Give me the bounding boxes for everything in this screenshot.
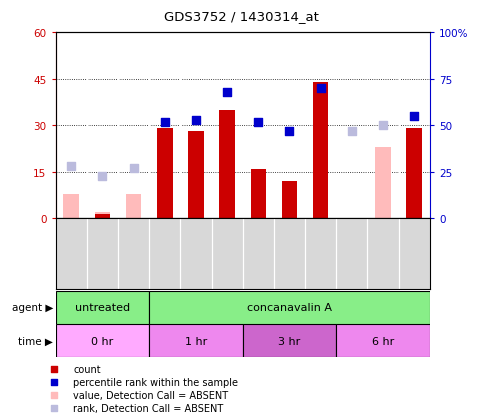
Text: GDS3752 / 1430314_at: GDS3752 / 1430314_at: [164, 10, 319, 23]
Text: 6 hr: 6 hr: [372, 336, 394, 346]
Bar: [375, 148, 391, 219]
Bar: [95, 213, 110, 219]
Point: [99, 173, 106, 180]
Bar: [149, 291, 430, 324]
Point: [379, 123, 387, 129]
Bar: [407, 129, 422, 219]
Point: [67, 164, 75, 170]
Text: 1 hr: 1 hr: [185, 336, 207, 346]
Text: percentile rank within the sample: percentile rank within the sample: [73, 377, 239, 387]
Point: [161, 119, 169, 126]
Bar: [336, 324, 430, 357]
Point: [285, 128, 293, 135]
Bar: [313, 83, 328, 219]
Bar: [188, 132, 204, 219]
Bar: [157, 129, 172, 219]
Bar: [95, 214, 110, 219]
Point: [411, 113, 418, 120]
Bar: [219, 111, 235, 219]
Bar: [126, 194, 142, 219]
Text: concanavalin A: concanavalin A: [247, 303, 332, 313]
Text: count: count: [73, 364, 101, 374]
Point: [129, 166, 137, 172]
Bar: [149, 324, 242, 357]
Point: [50, 404, 57, 411]
Point: [348, 128, 356, 135]
Point: [255, 119, 262, 126]
Text: 0 hr: 0 hr: [91, 336, 114, 346]
Bar: [63, 194, 79, 219]
Point: [317, 85, 325, 92]
Point: [50, 366, 57, 372]
Point: [50, 392, 57, 398]
Point: [223, 89, 231, 96]
Bar: [56, 291, 149, 324]
Bar: [251, 169, 266, 219]
Bar: [242, 324, 336, 357]
Text: rank, Detection Call = ABSENT: rank, Detection Call = ABSENT: [73, 403, 224, 413]
Point: [50, 379, 57, 385]
Point: [192, 117, 200, 124]
Bar: [56, 324, 149, 357]
Text: time ▶: time ▶: [18, 336, 53, 346]
Bar: [282, 182, 298, 219]
Text: 3 hr: 3 hr: [278, 336, 300, 346]
Text: untreated: untreated: [75, 303, 130, 313]
Text: agent ▶: agent ▶: [12, 303, 53, 313]
Text: value, Detection Call = ABSENT: value, Detection Call = ABSENT: [73, 390, 228, 400]
